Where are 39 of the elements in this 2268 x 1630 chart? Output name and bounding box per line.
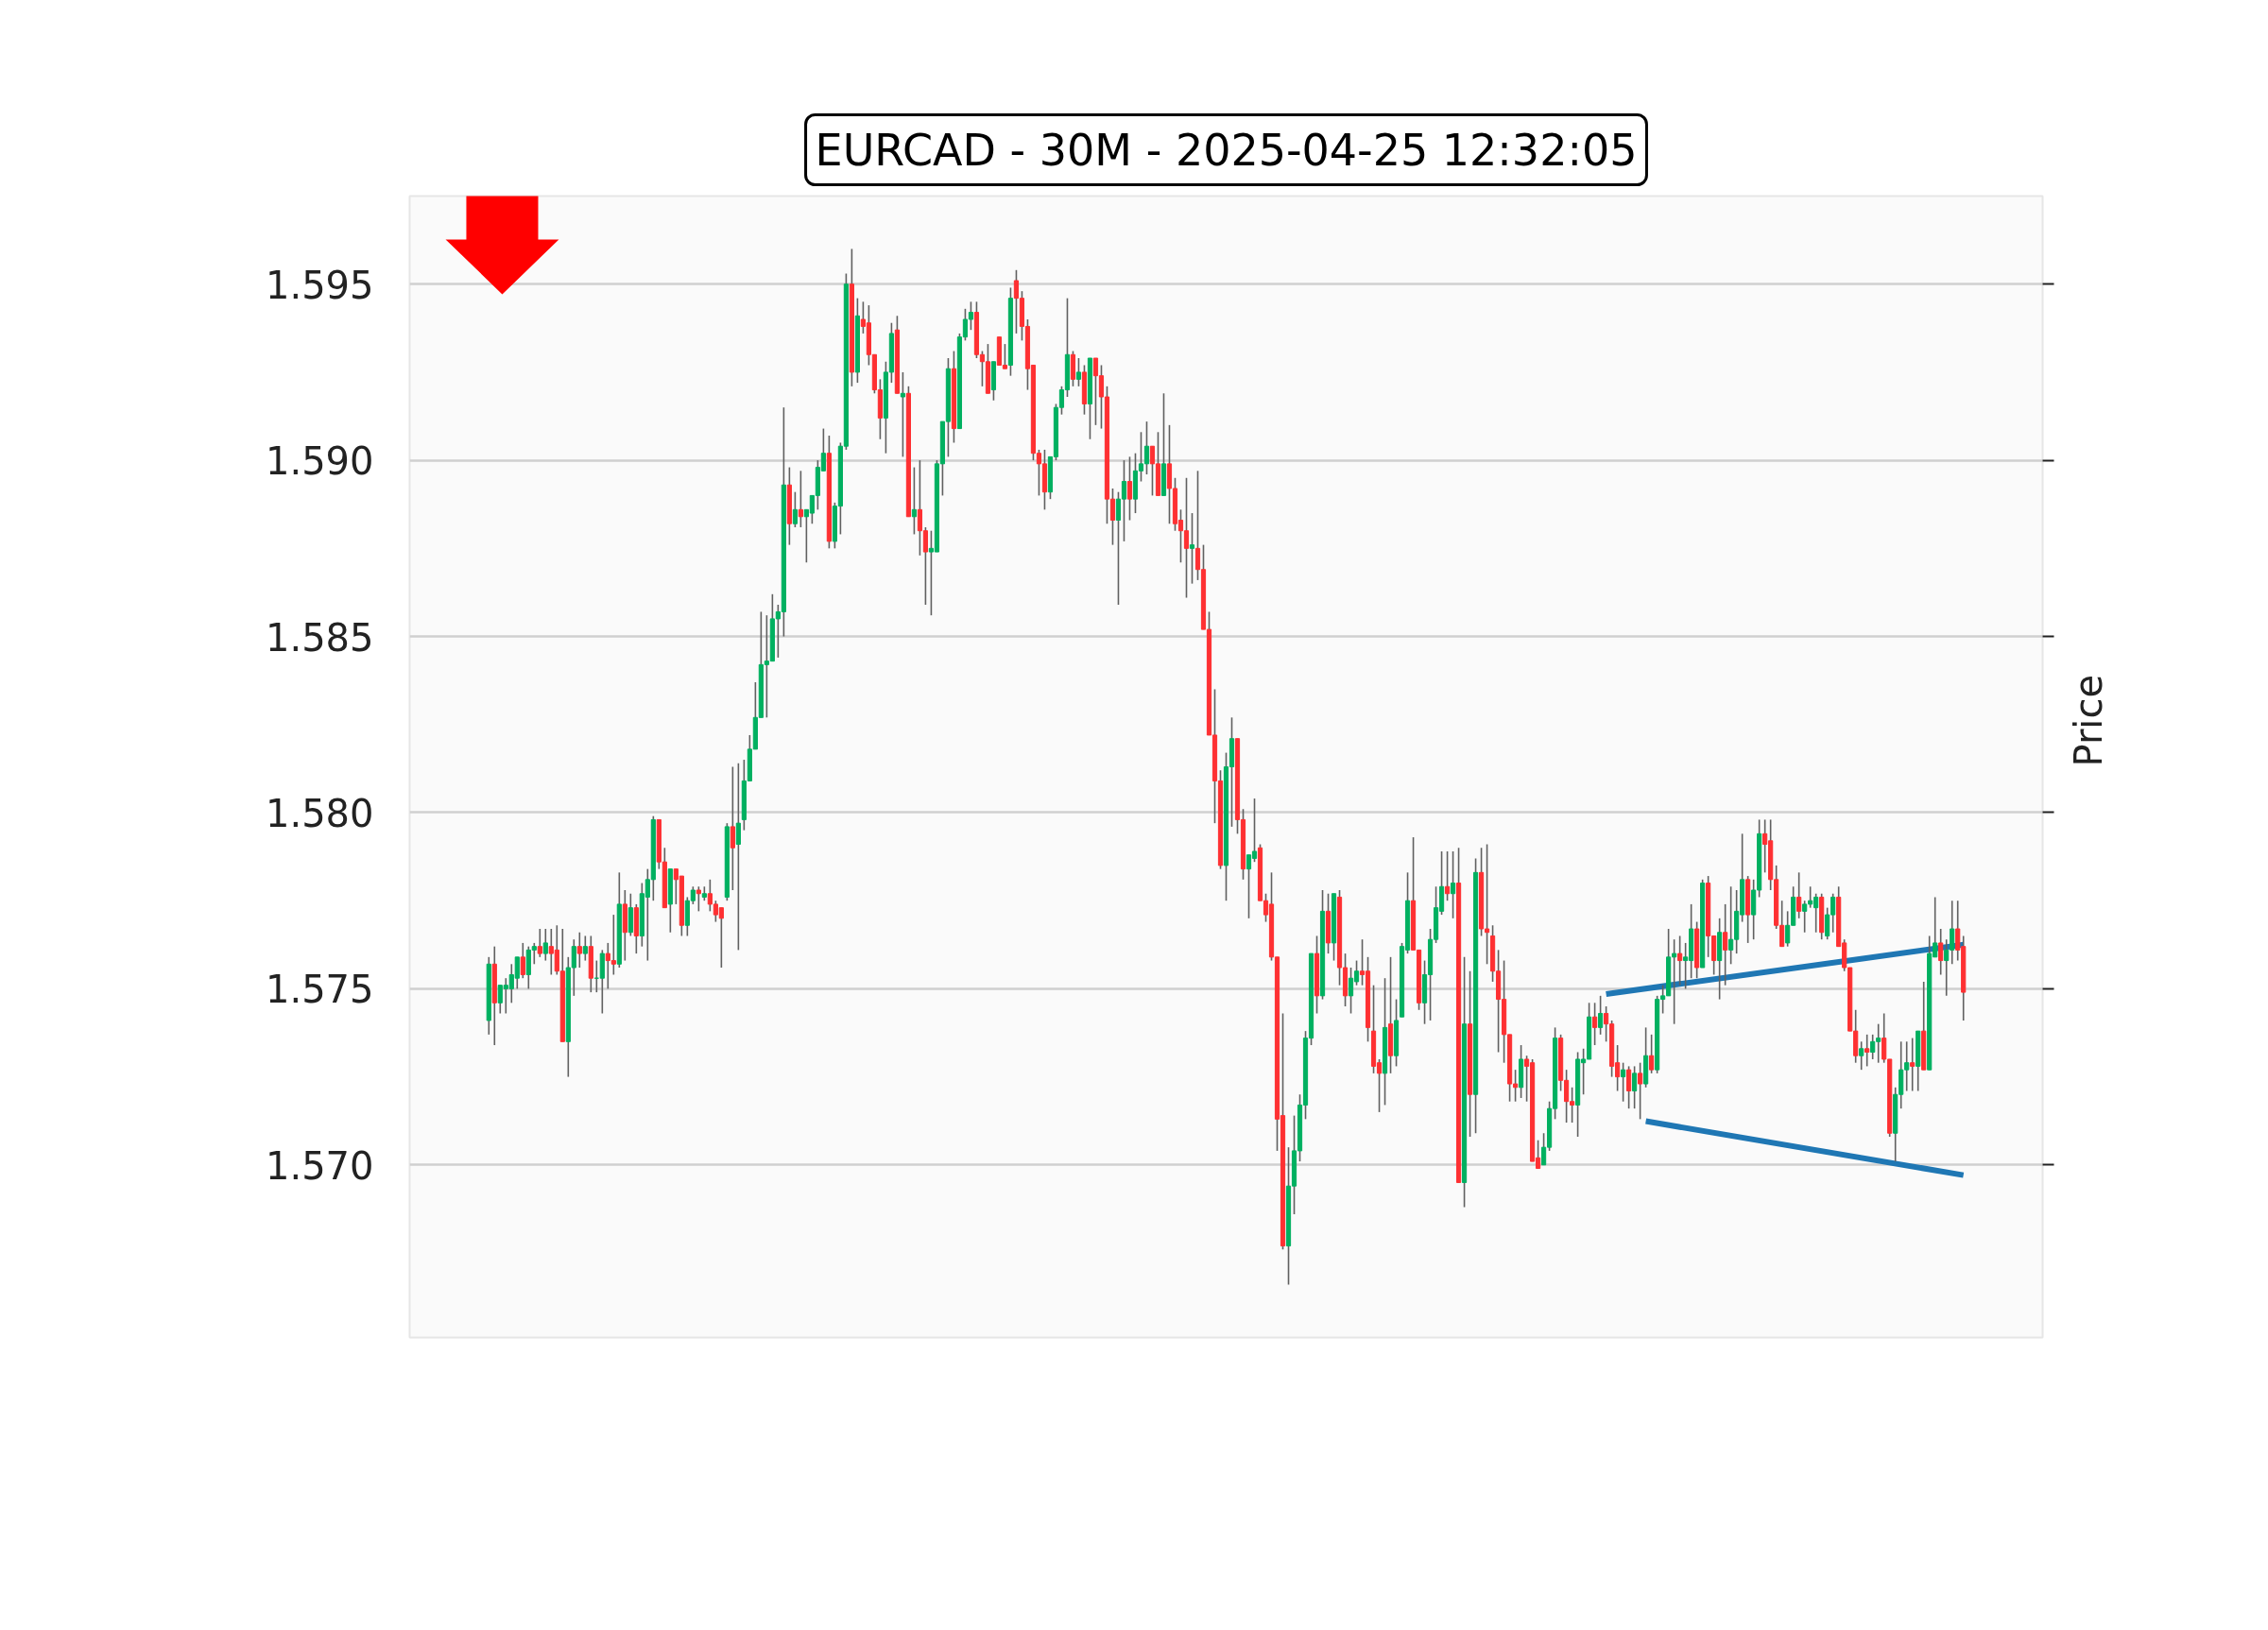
- candlestick: [696, 885, 701, 913]
- candlestick: [1626, 1065, 1632, 1109]
- candlestick: [1621, 1061, 1626, 1103]
- candlestick: [1677, 935, 1683, 987]
- candlestick: [1910, 1037, 1916, 1092]
- candlestick: [1938, 928, 1944, 976]
- candlestick: [1592, 1002, 1598, 1046]
- candlestick: [1796, 871, 1802, 919]
- candlestick: [1598, 995, 1604, 1036]
- candlestick: [730, 765, 735, 891]
- y-tick-label: 1.595: [265, 263, 374, 307]
- candlestick: [537, 928, 542, 958]
- candlestick: [1649, 1034, 1655, 1074]
- y-tick-label: 1.570: [265, 1143, 374, 1188]
- candlestick: [1723, 903, 1728, 987]
- candlestick: [735, 762, 741, 952]
- candlestick: [792, 490, 798, 528]
- y-tick-label: 1.580: [265, 791, 374, 835]
- y-tick-label: 1.590: [265, 439, 374, 484]
- chart-title: EURCAD - 30M - 2025-04-25 12:32:05: [815, 124, 1638, 176]
- candlestick: [520, 942, 525, 979]
- candlestick: [1444, 850, 1451, 901]
- candlestick: [1075, 357, 1082, 387]
- candlestick: [1859, 1040, 1864, 1071]
- candlestick: [911, 466, 918, 536]
- candlestick: [542, 928, 548, 962]
- candlestick: [1126, 455, 1133, 522]
- candlestick: [582, 935, 588, 962]
- candlestick: [1450, 850, 1456, 919]
- candlestick: [798, 470, 803, 528]
- y-axis-title: Price: [2066, 674, 2110, 767]
- candlestick: [1638, 1061, 1643, 1121]
- candlestick: [1632, 1065, 1638, 1109]
- y-tick-label: 1.585: [265, 615, 374, 660]
- y-tick-label: 1.575: [265, 968, 374, 1012]
- candlestick: [576, 931, 582, 969]
- candlestick: [1864, 1034, 1870, 1068]
- candlestick: [1189, 512, 1195, 585]
- candlestick: [900, 371, 906, 458]
